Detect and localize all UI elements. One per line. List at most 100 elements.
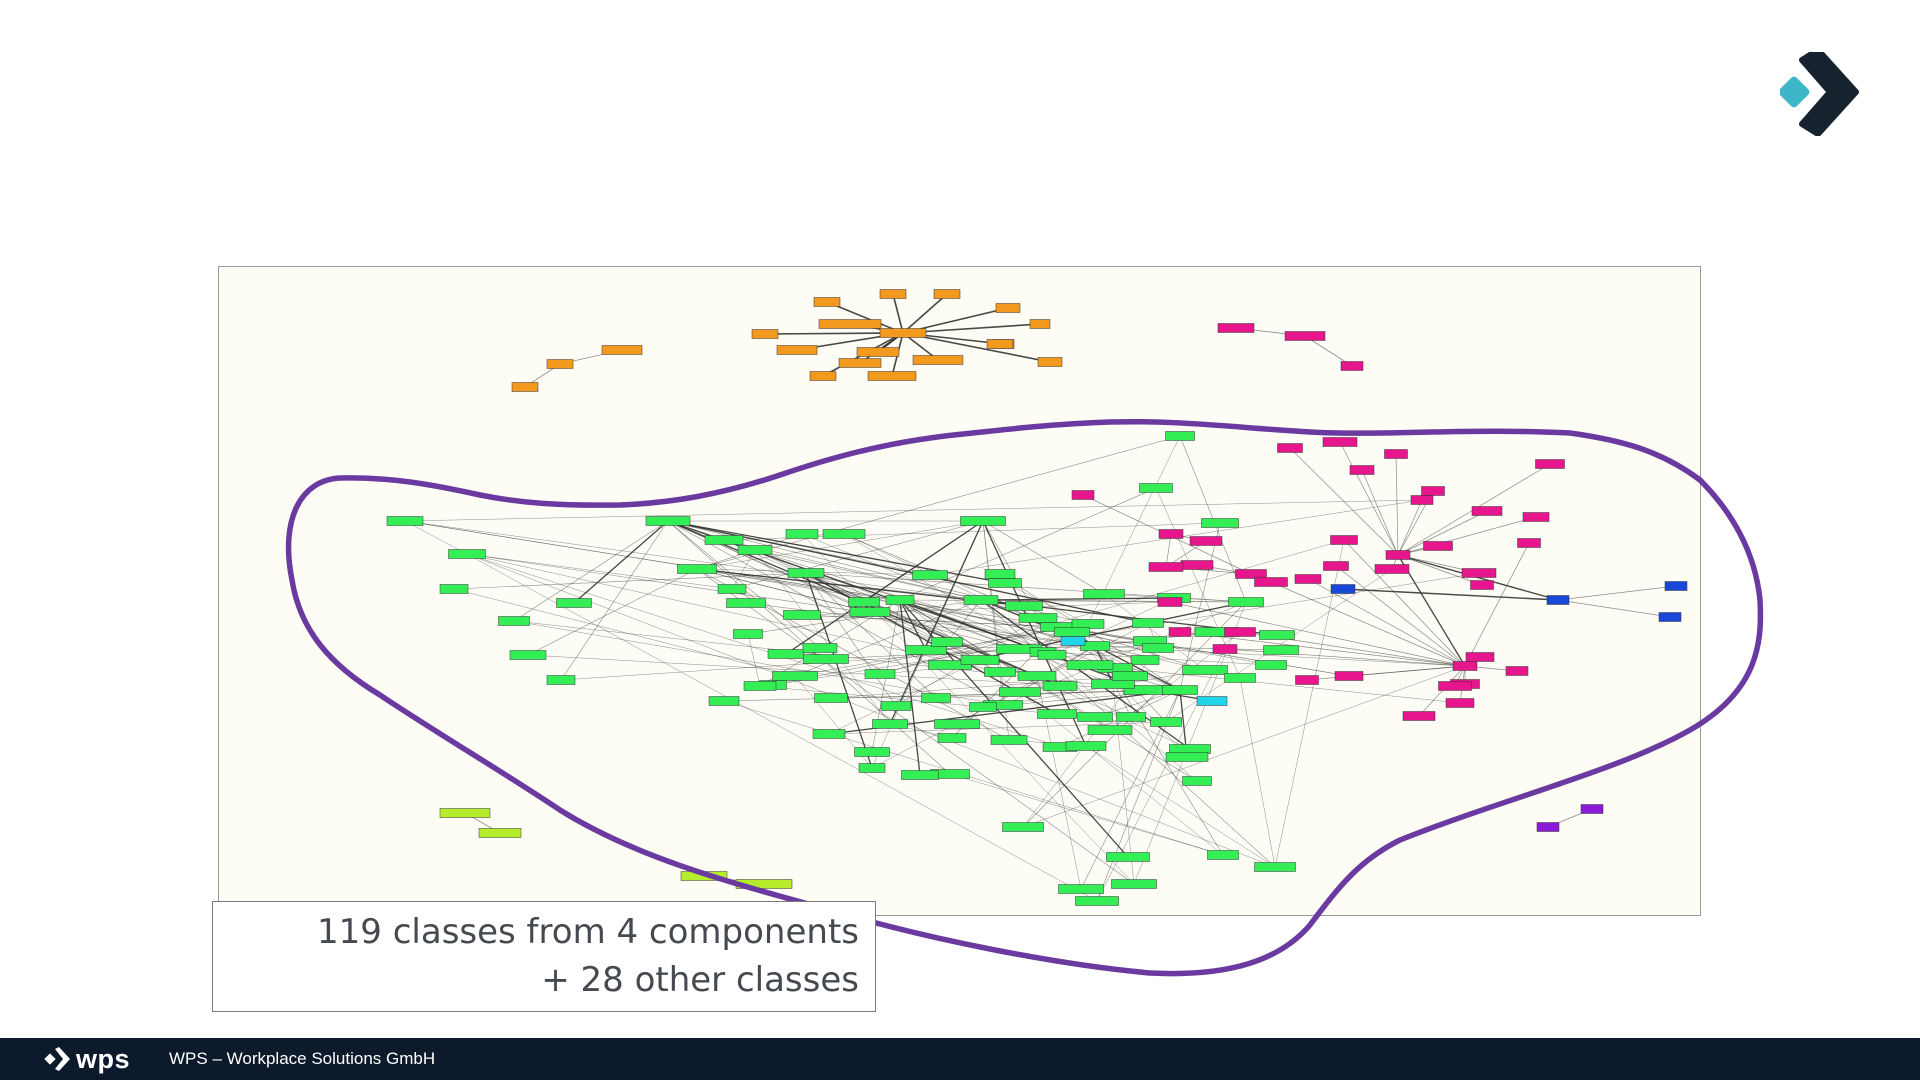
graph-node xyxy=(1165,431,1195,441)
graph-node xyxy=(1087,725,1133,735)
graph-node xyxy=(1139,483,1173,493)
graph-node xyxy=(1349,465,1375,475)
graph-node xyxy=(1217,323,1255,333)
graph-node xyxy=(1536,822,1560,832)
graph-node xyxy=(1235,569,1267,579)
graph-node xyxy=(733,629,763,639)
footer-bar: wps WPS – Workplace Solutions GmbH xyxy=(0,1038,1920,1080)
graph-node xyxy=(885,595,915,605)
graph-node xyxy=(1212,644,1238,654)
graph-node xyxy=(1169,744,1211,754)
graph-node xyxy=(439,584,469,594)
graph-node xyxy=(546,675,576,685)
footer-brand-wordmark: wps xyxy=(76,1043,131,1074)
graph-node xyxy=(1410,495,1434,505)
graph-node xyxy=(848,597,880,607)
graph-node xyxy=(812,729,846,739)
graph-node xyxy=(704,535,744,545)
graph-node xyxy=(1071,490,1095,500)
graph-node xyxy=(743,681,777,691)
graph-node xyxy=(802,643,838,653)
graph-node xyxy=(708,696,740,706)
graph-node xyxy=(1330,535,1358,545)
graph-node xyxy=(838,358,882,368)
graph-node xyxy=(1535,459,1565,469)
graph-node xyxy=(1132,618,1164,628)
graph-node xyxy=(984,667,1016,677)
graph-node xyxy=(986,339,1014,349)
graph-node xyxy=(854,747,890,757)
graph-node xyxy=(1254,862,1296,872)
graph-node xyxy=(783,610,821,620)
graph-node xyxy=(1664,581,1688,591)
graph-node xyxy=(1445,698,1475,708)
graph-node xyxy=(1224,673,1256,683)
graph-node xyxy=(677,564,717,574)
footer-company-name: WPS – Workplace Solutions GmbH xyxy=(169,1049,436,1068)
graph-node xyxy=(1284,331,1326,341)
graph-node xyxy=(988,578,1022,588)
graph-node xyxy=(1058,884,1104,894)
graph-node xyxy=(776,345,818,355)
graph-node xyxy=(1037,709,1077,719)
graph-node xyxy=(726,598,766,608)
graph-node xyxy=(995,303,1021,313)
graph-node xyxy=(1106,852,1150,862)
graph-node xyxy=(1522,512,1550,522)
graph-node xyxy=(809,371,837,381)
graph-node xyxy=(1295,675,1319,685)
graph-node xyxy=(1037,650,1067,660)
graph-node xyxy=(386,516,424,526)
graph-node xyxy=(872,719,908,729)
graph-node xyxy=(680,871,728,881)
graph-node xyxy=(960,655,1000,665)
wps-logo-icon xyxy=(1780,52,1859,136)
graph-node xyxy=(478,828,522,838)
graph-node xyxy=(1148,562,1184,572)
graph-node xyxy=(867,371,917,381)
graph-node xyxy=(509,650,547,660)
graph-node xyxy=(1196,696,1228,706)
graph-node xyxy=(1334,671,1364,681)
graph-node xyxy=(1259,630,1295,640)
graph-node xyxy=(1066,660,1114,670)
graph-node xyxy=(969,702,997,712)
graph-node xyxy=(963,595,999,605)
graph-node xyxy=(1580,804,1604,814)
graph-node xyxy=(849,607,891,617)
graph-node xyxy=(1158,529,1184,539)
graph-node xyxy=(1421,486,1445,496)
graph-node xyxy=(1165,752,1209,762)
graph-node xyxy=(1423,541,1453,551)
graph-node xyxy=(498,616,530,626)
graph-node xyxy=(818,319,882,329)
graph-node xyxy=(814,693,848,703)
graph-node xyxy=(813,297,841,307)
graph-node xyxy=(1374,564,1410,574)
graph-node xyxy=(933,289,961,299)
graph-node xyxy=(1157,597,1183,607)
graph-node xyxy=(601,345,643,355)
graph-node xyxy=(934,719,980,729)
graph-node xyxy=(822,529,866,539)
caption-line-2: + 28 other classes xyxy=(541,960,859,1000)
graph-node xyxy=(737,545,773,555)
graph-node xyxy=(879,289,907,299)
graph-node xyxy=(785,529,819,539)
graph-node xyxy=(1168,627,1192,637)
graph-node xyxy=(1384,449,1408,459)
graph-node xyxy=(1029,319,1051,329)
graph-node xyxy=(1130,655,1160,665)
graph-node xyxy=(1330,584,1356,594)
graph-node xyxy=(921,693,951,703)
graph-node xyxy=(1017,671,1057,681)
footer-brand: wps xyxy=(44,1044,130,1074)
graph-node xyxy=(1189,536,1223,546)
graph-node xyxy=(1065,741,1107,751)
graph-node xyxy=(1470,580,1494,590)
graph-node xyxy=(511,382,539,392)
graph-node xyxy=(1461,568,1497,578)
graph-node xyxy=(880,701,912,711)
graph-node xyxy=(1658,612,1682,622)
graph-node xyxy=(546,359,574,369)
